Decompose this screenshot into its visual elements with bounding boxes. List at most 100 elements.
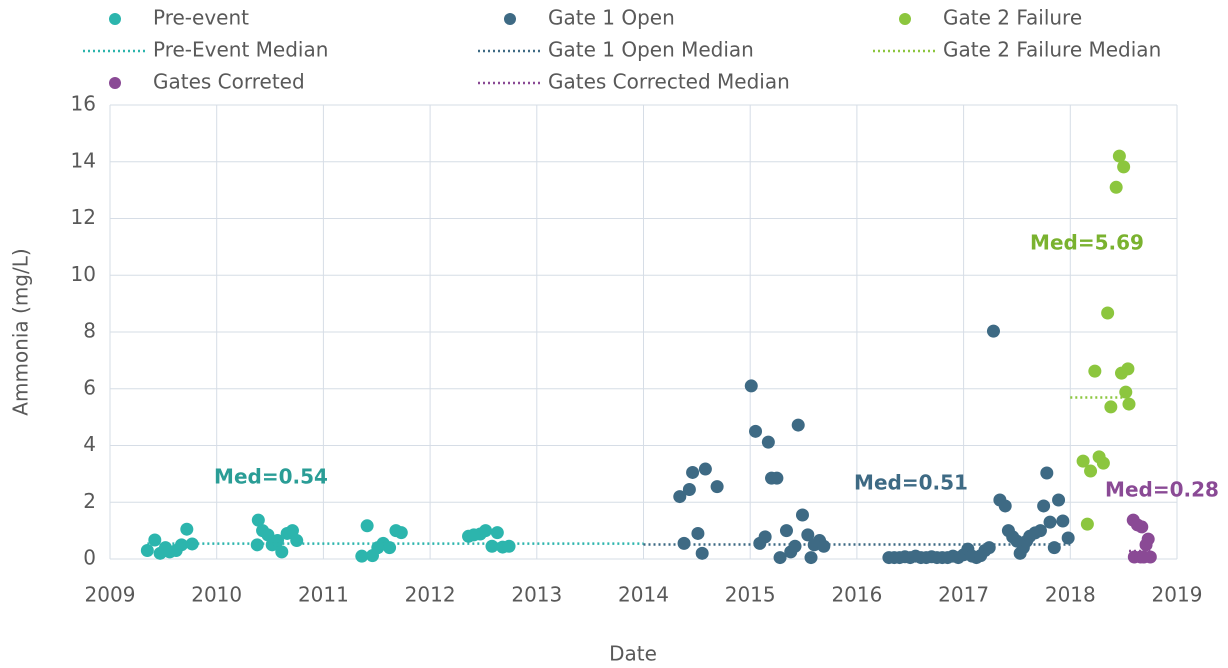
data-point (770, 471, 784, 485)
data-point (1061, 531, 1075, 545)
x-tick-label: 2017 (938, 583, 989, 607)
data-point (779, 524, 793, 538)
data-point (180, 522, 194, 536)
legend-marker (899, 13, 911, 25)
data-point (502, 539, 516, 553)
data-point (394, 526, 408, 540)
data-point (479, 524, 493, 538)
data-point (185, 537, 199, 551)
data-point (250, 538, 264, 552)
x-tick-label: 2016 (831, 583, 882, 607)
data-point (285, 524, 299, 538)
data-point (695, 546, 709, 560)
data-point (761, 435, 775, 449)
data-point (758, 530, 772, 544)
x-axis-label: Date (609, 642, 657, 666)
annotation: Med=5.69 (1030, 231, 1144, 255)
legend-label: Gates Corrected Median (548, 70, 790, 94)
legend-label: Pre-Event Median (153, 38, 328, 62)
data-point (698, 462, 712, 476)
data-point (1084, 464, 1098, 478)
legend-label: Gates Correted (153, 70, 305, 94)
data-point (686, 465, 700, 479)
x-tick-label: 2018 (1045, 583, 1096, 607)
y-tick-label: 4 (83, 432, 96, 456)
data-point (1109, 180, 1123, 194)
legend-label: Pre-event (153, 6, 249, 30)
legend-label: Gate 1 Open (548, 6, 675, 30)
y-tick-label: 8 (83, 319, 96, 343)
data-point (791, 418, 805, 432)
legend-label: Gate 2 Failure (943, 6, 1082, 30)
data-point (355, 549, 369, 563)
legend-label: Gate 2 Failure Median (943, 38, 1161, 62)
data-point (148, 533, 162, 547)
data-point (1080, 517, 1094, 531)
data-point (1101, 306, 1115, 320)
x-tick-label: 2019 (1152, 583, 1203, 607)
y-tick-label: 6 (83, 375, 96, 399)
data-point (1112, 149, 1126, 163)
data-point (1047, 541, 1061, 555)
data-point (1033, 524, 1047, 538)
y-tick-label: 12 (71, 205, 96, 229)
x-tick-label: 2011 (298, 583, 349, 607)
data-point (1121, 362, 1135, 376)
x-tick-label: 2015 (725, 583, 776, 607)
data-point (795, 508, 809, 522)
x-tick-label: 2013 (511, 583, 562, 607)
data-point (290, 534, 304, 548)
data-point (804, 551, 818, 565)
y-tick-label: 16 (71, 92, 96, 116)
legend-marker (504, 13, 516, 25)
data-point (691, 526, 705, 540)
data-point (788, 539, 802, 553)
legend-marker (109, 13, 121, 25)
data-point (986, 324, 1000, 338)
legend-marker (109, 77, 121, 89)
x-tick-label: 2009 (85, 583, 136, 607)
data-point (1056, 514, 1070, 528)
data-point (1119, 385, 1133, 399)
data-point (673, 490, 687, 504)
data-point (275, 545, 289, 559)
data-point (998, 499, 1012, 513)
data-point (1088, 364, 1102, 378)
data-point (1143, 550, 1157, 564)
data-point (1141, 532, 1155, 546)
annotation: Med=0.51 (854, 471, 968, 495)
data-point (360, 519, 374, 533)
legend-label: Gate 1 Open Median (548, 38, 754, 62)
data-point (1096, 456, 1110, 470)
data-point (251, 513, 265, 527)
y-tick-label: 10 (71, 262, 96, 286)
data-point (1104, 400, 1118, 414)
data-point (773, 551, 787, 565)
data-point (1052, 493, 1066, 507)
data-point (710, 480, 724, 494)
data-point (1135, 520, 1149, 534)
data-point (140, 543, 154, 557)
y-tick-label: 0 (83, 546, 96, 570)
y-tick-label: 14 (71, 148, 96, 172)
data-point (1043, 515, 1057, 529)
data-point (1122, 397, 1136, 411)
x-tick-label: 2014 (618, 583, 669, 607)
x-tick-label: 2012 (405, 583, 456, 607)
y-axis-label: Ammonia (mg/L) (9, 248, 33, 415)
data-point (982, 541, 996, 555)
data-point (174, 538, 188, 552)
data-point (749, 424, 763, 438)
data-point (817, 539, 831, 553)
data-point (1037, 499, 1051, 513)
data-point (490, 526, 504, 540)
data-point (1076, 454, 1090, 468)
data-point (261, 528, 275, 542)
data-point (801, 528, 815, 542)
data-point (1040, 466, 1054, 480)
annotation: Med=0.54 (214, 465, 328, 489)
data-point (744, 379, 758, 393)
x-tick-label: 2010 (191, 583, 242, 607)
annotation: Med=0.28 (1105, 478, 1219, 502)
